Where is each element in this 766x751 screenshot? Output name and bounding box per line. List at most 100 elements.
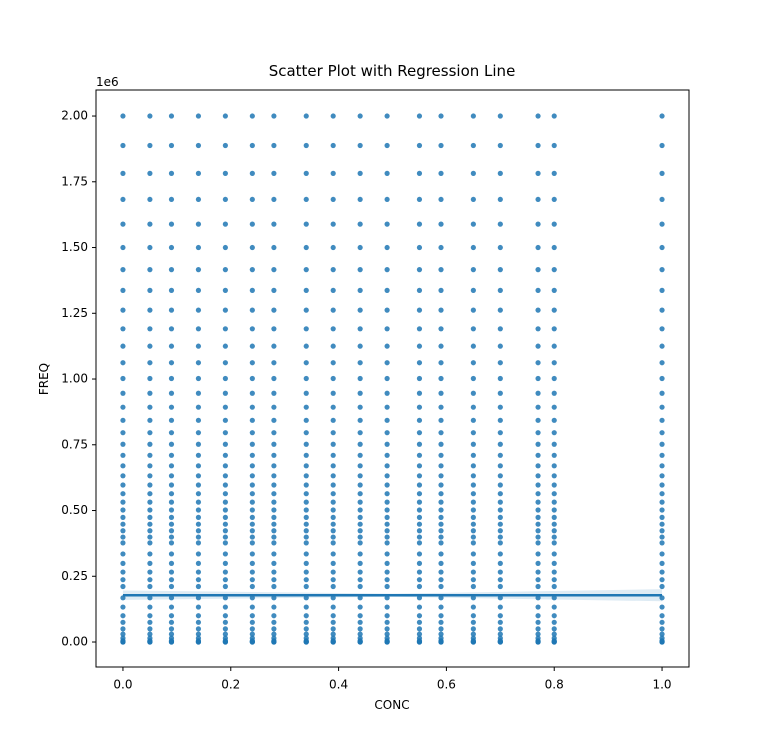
- point: [357, 631, 363, 637]
- y-axis-label: FREQ: [37, 363, 51, 395]
- point: [438, 267, 444, 273]
- point: [551, 196, 557, 203]
- point: [438, 326, 444, 332]
- point: [120, 528, 126, 534]
- point: [384, 142, 390, 149]
- y-tick-label: 1.00: [61, 372, 88, 386]
- point: [303, 626, 309, 632]
- point: [497, 343, 503, 349]
- point: [357, 639, 363, 645]
- point: [384, 390, 390, 396]
- point: [249, 360, 255, 366]
- point: [222, 221, 228, 227]
- point: [357, 113, 363, 119]
- point: [384, 619, 390, 625]
- point: [535, 540, 541, 546]
- point: [470, 360, 476, 366]
- point: [271, 626, 277, 632]
- point: [416, 196, 423, 203]
- point: [535, 221, 541, 227]
- point: [357, 244, 363, 251]
- point: [303, 473, 309, 479]
- point: [222, 244, 228, 251]
- point: [470, 113, 476, 119]
- point: [330, 441, 336, 447]
- point: [222, 375, 228, 382]
- point: [438, 626, 444, 632]
- point: [303, 343, 309, 349]
- point: [303, 360, 309, 366]
- point: [551, 569, 557, 575]
- point: [659, 221, 665, 227]
- point: [195, 595, 202, 601]
- point: [551, 583, 557, 590]
- point: [416, 631, 423, 637]
- point: [147, 626, 153, 632]
- point: [330, 221, 336, 227]
- point: [303, 390, 309, 396]
- point: [303, 631, 309, 637]
- point: [222, 583, 228, 590]
- point: [551, 540, 557, 546]
- point: [271, 417, 277, 423]
- point: [330, 326, 336, 332]
- point: [120, 463, 126, 469]
- point: [168, 404, 175, 410]
- point: [168, 482, 175, 488]
- point: [497, 631, 503, 637]
- point: [659, 507, 665, 513]
- point: [147, 499, 153, 505]
- point: [470, 196, 476, 203]
- point: [168, 287, 175, 293]
- point: [470, 463, 476, 469]
- point: [438, 244, 444, 251]
- point: [249, 142, 255, 149]
- point: [551, 626, 557, 632]
- point: [551, 631, 557, 637]
- point: [535, 307, 541, 313]
- point: [551, 482, 557, 488]
- point: [497, 507, 503, 513]
- point: [120, 631, 126, 637]
- point: [120, 404, 126, 410]
- point: [384, 569, 390, 575]
- point: [470, 577, 476, 583]
- point: [120, 491, 126, 497]
- point: [357, 521, 363, 527]
- point: [195, 452, 202, 458]
- point: [384, 626, 390, 632]
- point: [303, 417, 309, 423]
- point: [168, 521, 175, 527]
- point: [222, 507, 228, 513]
- point: [195, 307, 202, 313]
- point: [384, 441, 390, 447]
- point: [551, 430, 557, 436]
- point: [384, 307, 390, 313]
- point: [357, 267, 363, 273]
- point: [222, 113, 228, 119]
- point: [416, 482, 423, 488]
- y-tick-label: 0.50: [61, 503, 88, 517]
- point: [497, 417, 503, 423]
- point: [551, 507, 557, 513]
- point: [416, 452, 423, 458]
- point: [147, 540, 153, 546]
- point: [195, 482, 202, 488]
- point: [438, 390, 444, 396]
- point: [147, 196, 153, 203]
- point: [222, 577, 228, 583]
- point: [384, 514, 390, 520]
- point: [357, 452, 363, 458]
- point: [357, 528, 363, 534]
- point: [168, 375, 175, 382]
- point: [222, 196, 228, 203]
- point: [303, 569, 309, 575]
- point: [120, 551, 126, 557]
- point: [535, 343, 541, 349]
- point: [303, 196, 309, 203]
- point: [357, 360, 363, 366]
- point: [497, 528, 503, 534]
- point: [535, 417, 541, 423]
- point: [535, 514, 541, 520]
- point: [659, 287, 665, 293]
